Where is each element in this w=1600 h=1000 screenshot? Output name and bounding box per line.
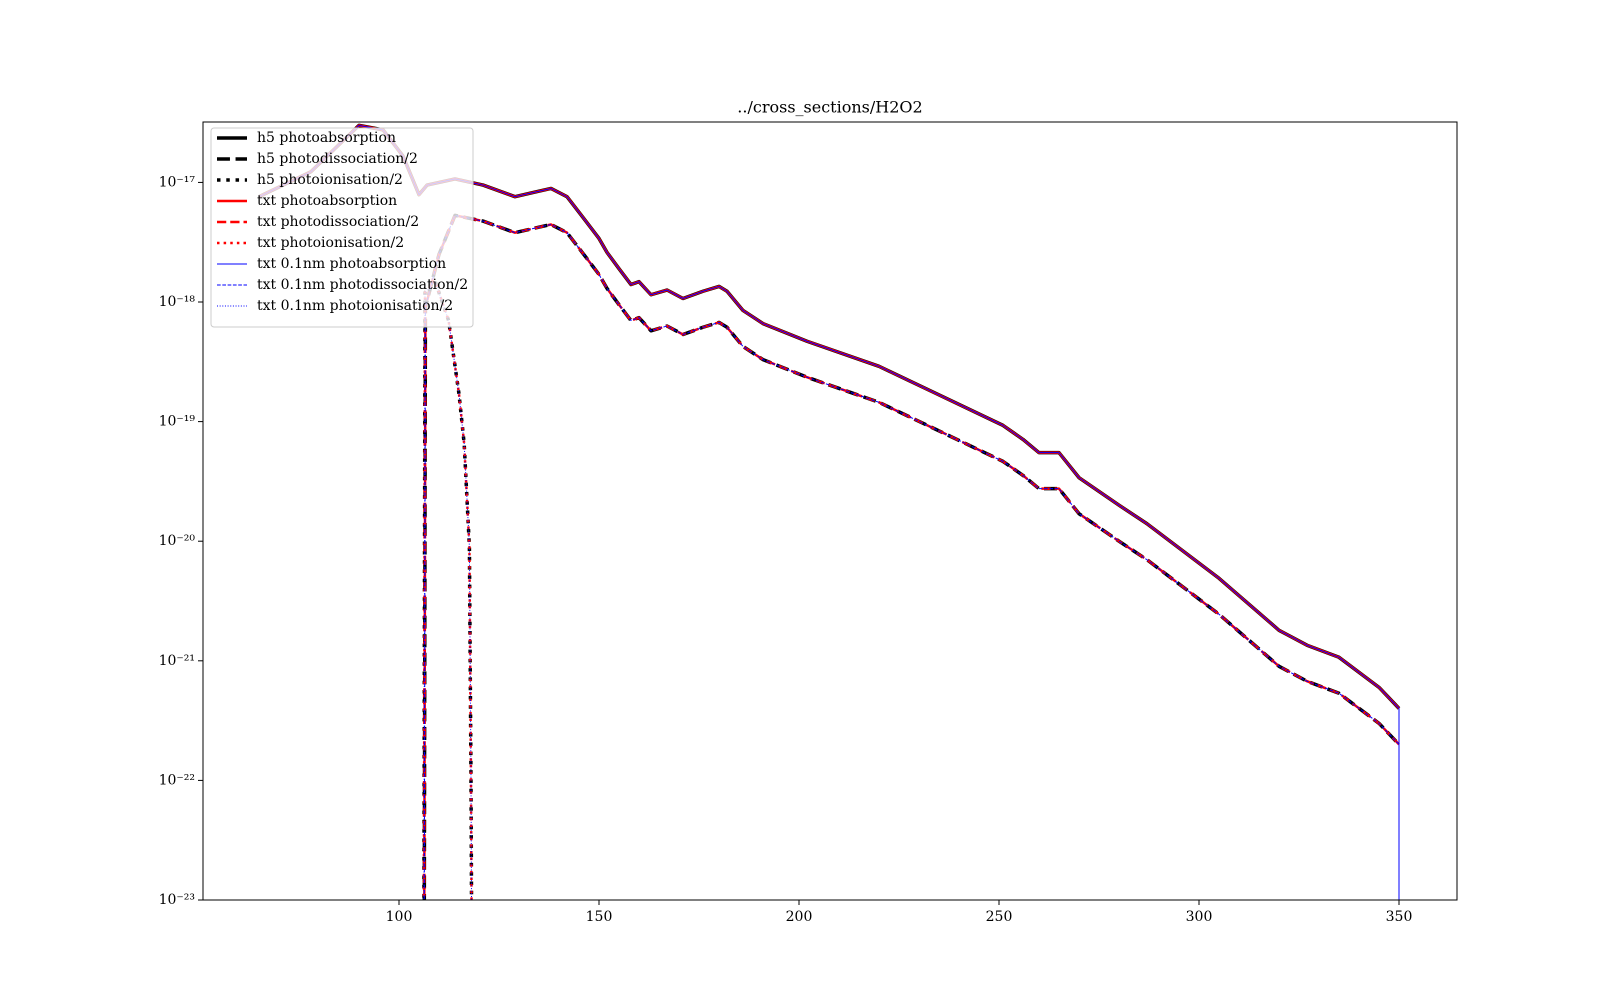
x-tick-label: 100 [386, 909, 413, 925]
y-tick-label: 10⁻²¹ [159, 653, 195, 669]
y-tick-label: 10⁻¹⁸ [159, 294, 196, 310]
legend-label: txt 0.1nm photoionisation/2 [257, 298, 453, 314]
y-tick-label: 10⁻¹⁷ [159, 174, 196, 190]
legend-label: h5 photoionisation/2 [257, 172, 403, 188]
x-tick-label: 250 [986, 909, 1013, 925]
chart-title: ../cross_sections/H2O2 [737, 98, 922, 117]
x-tick-label: 200 [786, 909, 813, 925]
y-tick-label: 10⁻²⁰ [159, 533, 196, 549]
x-tick-label: 150 [586, 909, 613, 925]
legend-label: txt 0.1nm photoabsorption [257, 256, 446, 272]
x-tick-label: 350 [1386, 909, 1413, 925]
legend-label: h5 photoabsorption [257, 130, 396, 146]
y-tick-label: 10⁻²² [159, 772, 195, 788]
x-tick-label: 300 [1186, 909, 1213, 925]
y-tick-label: 10⁻²³ [159, 892, 195, 908]
data-line [423, 214, 1400, 900]
plot-frame [202, 121, 1458, 901]
legend-box [210, 127, 474, 328]
y-tick-label: 10⁻¹⁹ [159, 414, 196, 430]
legend-label: h5 photodissociation/2 [257, 151, 418, 167]
legend-label: txt 0.1nm photodissociation/2 [257, 277, 468, 293]
legend-label: txt photoabsorption [257, 193, 397, 209]
legend-label: txt photodissociation/2 [257, 214, 419, 230]
legend-label: txt photoionisation/2 [257, 235, 404, 251]
